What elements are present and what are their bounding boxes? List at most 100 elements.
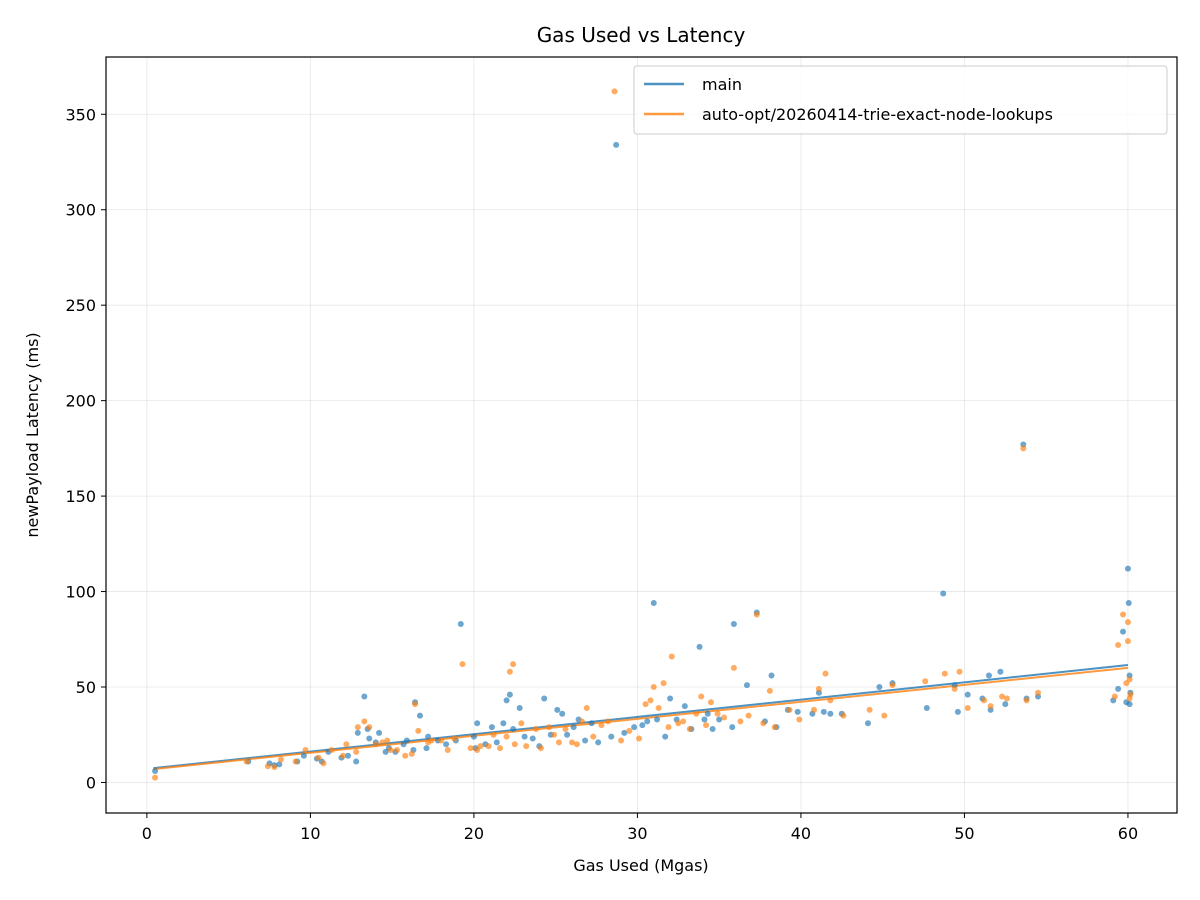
data-point (1023, 697, 1030, 704)
data-point (415, 727, 422, 734)
data-point (595, 739, 602, 746)
data-point (412, 701, 419, 708)
y-tick-label: 350 (65, 105, 96, 124)
data-point (506, 668, 513, 675)
data-point (562, 726, 569, 732)
data-point (1127, 691, 1134, 698)
data-point (940, 590, 947, 597)
data-point (353, 758, 360, 765)
data-point (488, 724, 495, 731)
data-point (864, 720, 871, 727)
data-point (277, 756, 284, 763)
y-tick-label: 150 (65, 487, 96, 506)
data-point (716, 716, 723, 723)
data-point (768, 672, 775, 679)
data-point (881, 712, 888, 719)
data-point (822, 670, 829, 677)
data-point (820, 708, 827, 715)
data-point (423, 745, 430, 752)
data-point (1115, 685, 1122, 692)
data-point (771, 724, 778, 731)
data-point (500, 720, 507, 727)
data-point (1125, 600, 1132, 606)
data-point (650, 684, 657, 690)
data-point (608, 733, 615, 740)
data-point (796, 716, 803, 723)
data-point (753, 611, 760, 618)
x-tick-label: 30 (627, 824, 647, 843)
data-point (964, 705, 971, 711)
data-point (668, 653, 675, 660)
y-tick-label: 300 (65, 201, 96, 220)
data-point (636, 735, 643, 742)
data-point (573, 741, 580, 748)
data-point (766, 687, 773, 694)
data-point (665, 724, 672, 731)
data-point (655, 705, 662, 711)
x-tick-label: 20 (464, 824, 484, 843)
data-point (554, 706, 561, 713)
data-point (693, 710, 700, 717)
data-point (941, 670, 948, 677)
data-point (956, 668, 963, 675)
data-point (387, 747, 394, 753)
data-point (922, 678, 929, 685)
data-point (493, 739, 500, 746)
data-point (703, 722, 710, 729)
data-point (376, 729, 383, 736)
data-point (866, 706, 873, 713)
data-point (786, 706, 793, 713)
data-point (743, 682, 750, 689)
data-point (696, 643, 703, 650)
plot-frame (105, 56, 1178, 814)
data-point (533, 726, 540, 732)
data-point (642, 701, 649, 708)
trend-line-2 (153, 666, 1129, 771)
data-point (340, 752, 347, 759)
data-point (811, 706, 818, 713)
data-point (611, 88, 618, 95)
data-point (923, 705, 930, 711)
data-point (384, 737, 391, 744)
data-point (503, 697, 510, 704)
data-point (588, 720, 595, 727)
data-point (1120, 628, 1127, 635)
data-point (152, 774, 159, 781)
data-point (546, 724, 553, 731)
data-point (730, 621, 737, 627)
trend-lines (153, 664, 1129, 771)
data-point (1124, 638, 1131, 645)
data-point (366, 724, 373, 731)
data-point (551, 731, 558, 738)
data-point (1124, 565, 1131, 572)
data-point (511, 741, 518, 748)
data-point (459, 661, 466, 668)
data-point (394, 747, 401, 753)
data-point (354, 729, 361, 736)
y-axis-ticks: 0 50 100 150 200 250 300 350 (65, 105, 106, 792)
data-point (578, 718, 585, 725)
x-tick-label: 60 (1118, 824, 1138, 843)
data-point (626, 727, 633, 734)
data-point (639, 722, 646, 729)
data-point (1111, 693, 1118, 700)
data-point (300, 752, 307, 759)
data-point (521, 733, 528, 740)
data-point (518, 720, 525, 727)
data-point (840, 712, 847, 719)
data-point (152, 768, 159, 774)
data-point (667, 695, 674, 702)
data-point (701, 716, 708, 723)
data-point (954, 708, 961, 715)
data-point (985, 672, 992, 679)
data-point (660, 680, 667, 687)
series-points-2 (152, 88, 1134, 781)
data-point (243, 758, 250, 765)
data-point (650, 600, 657, 606)
data-point (698, 693, 705, 700)
data-points (152, 88, 1134, 781)
data-point (827, 697, 834, 704)
data-point (467, 745, 474, 752)
data-point (470, 733, 477, 740)
